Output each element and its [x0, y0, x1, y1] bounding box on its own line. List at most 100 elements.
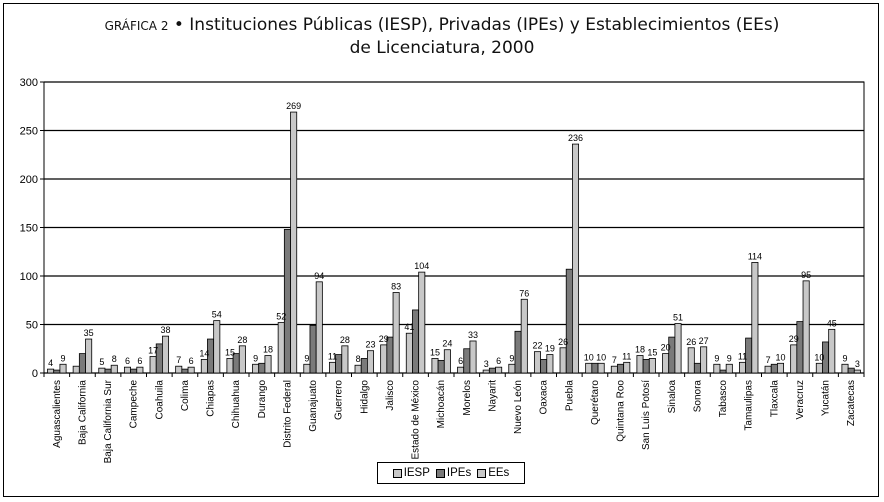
bar-ipes: [104, 368, 112, 374]
bar-iesp: [175, 365, 183, 374]
bar-ees: [85, 338, 93, 374]
data-label: 52: [276, 312, 286, 322]
bar-ees: [443, 349, 451, 374]
bar-ees: [469, 340, 477, 374]
x-tick-label: San Luis Potosí: [641, 380, 652, 450]
bar-ees: [213, 320, 221, 374]
data-label: 6: [496, 356, 501, 366]
bar-iesp: [559, 347, 567, 374]
x-tick-label: Michoacán: [436, 380, 447, 428]
data-label: 18: [635, 345, 645, 355]
bar-ipes: [488, 367, 496, 374]
x-tick-label: Veracruz: [795, 380, 806, 419]
data-label: 7: [766, 355, 771, 365]
x-tick-label: Durango: [257, 380, 268, 419]
bar-ees: [264, 355, 272, 374]
bar-ipes: [53, 369, 61, 374]
bar-iesp: [764, 365, 772, 374]
bar-ees: [392, 292, 400, 374]
bar-ees: [290, 111, 298, 374]
data-label: 114: [748, 251, 762, 261]
data-label: 45: [827, 318, 837, 328]
data-label: 4: [48, 358, 53, 368]
data-label: 10: [776, 352, 786, 362]
data-label: 29: [379, 334, 389, 344]
y-tick-label: 150: [20, 223, 38, 235]
x-tick-label: Nuevo León: [513, 380, 524, 434]
data-label: 20: [661, 343, 671, 353]
data-label: 24: [442, 339, 452, 349]
data-label: 10: [814, 352, 824, 362]
legend-item-ipes: IPEs: [435, 467, 471, 479]
bar-ees: [572, 143, 580, 374]
bar-ipes: [693, 362, 701, 374]
x-tick-label: Chihuahua: [231, 380, 242, 429]
legend-item-iesp: IESP: [392, 467, 430, 479]
title-prefix: GRÁFICA 2: [104, 19, 169, 33]
data-label: 8: [356, 354, 361, 364]
data-label: 9: [61, 353, 66, 363]
y-tick-label: 50: [26, 320, 38, 332]
data-label: 54: [212, 310, 222, 320]
bar-ipes: [796, 321, 804, 374]
bar-ipes: [565, 268, 573, 374]
bar-iesp: [457, 366, 465, 374]
y-tick-label: 250: [20, 126, 38, 138]
data-label: 8: [112, 354, 117, 364]
data-label: 41: [404, 322, 414, 332]
bar-iesp: [738, 361, 746, 374]
bar-iesp: [252, 363, 260, 374]
bar-ipes: [617, 363, 625, 374]
x-tick-label: Sinaloa: [667, 380, 678, 414]
bar-iesp: [149, 356, 157, 374]
data-label: 7: [612, 355, 617, 365]
x-tick-label: Zacatecas: [846, 380, 857, 426]
bar-ees: [238, 345, 246, 374]
legend-swatch-ipes: [435, 468, 445, 478]
data-label: 19: [545, 344, 555, 354]
data-label: 10: [584, 352, 594, 362]
title-line1: Instituciones Públicas (IESP), Privadas …: [189, 15, 780, 35]
bar-ees: [648, 358, 656, 374]
data-label: 10: [596, 352, 606, 362]
data-label: 51: [673, 313, 683, 323]
bar-ees: [802, 280, 810, 374]
data-label: 5: [99, 357, 104, 367]
bar-ees: [520, 298, 528, 374]
bar-ipes: [360, 358, 368, 374]
chart-title: GRÁFICA 2 • Instituciones Públicas (IESP…: [0, 14, 884, 59]
bar-ees: [367, 350, 375, 374]
bar-iesp: [72, 365, 80, 374]
data-label: 26: [686, 337, 696, 347]
x-tick-label: Chiapas: [206, 380, 217, 417]
bar-ees: [162, 335, 170, 374]
bar-ees: [546, 354, 554, 374]
data-label: 236: [568, 133, 583, 143]
x-tick-label: Morelos: [462, 380, 473, 416]
data-label: 6: [458, 356, 463, 366]
data-label: 104: [414, 261, 429, 271]
data-label: 269: [286, 101, 301, 111]
bar-ipes: [770, 363, 778, 374]
data-label: 6: [125, 356, 130, 366]
y-tick-label: 0: [32, 368, 38, 380]
bar-iesp: [610, 365, 618, 374]
data-label: 9: [842, 353, 847, 363]
bar-iesp: [533, 351, 541, 374]
bar-iesp: [713, 363, 721, 374]
bar-iesp: [431, 358, 439, 374]
bar-ees: [418, 271, 426, 374]
data-label: 28: [237, 335, 247, 345]
data-label: 18: [263, 345, 273, 355]
bar-ipes: [412, 309, 420, 374]
legend: IESP IPEs EEs: [377, 462, 525, 484]
data-label: 28: [340, 335, 350, 345]
bar-ipes: [847, 367, 855, 374]
x-tick-label: Campeche: [129, 380, 140, 429]
bar-iesp: [662, 353, 670, 374]
title-line2: de Licenciatura, 2000: [349, 38, 535, 58]
bar-iesp: [328, 361, 336, 374]
bar-iesp: [354, 364, 362, 374]
bar-ees: [751, 262, 759, 374]
